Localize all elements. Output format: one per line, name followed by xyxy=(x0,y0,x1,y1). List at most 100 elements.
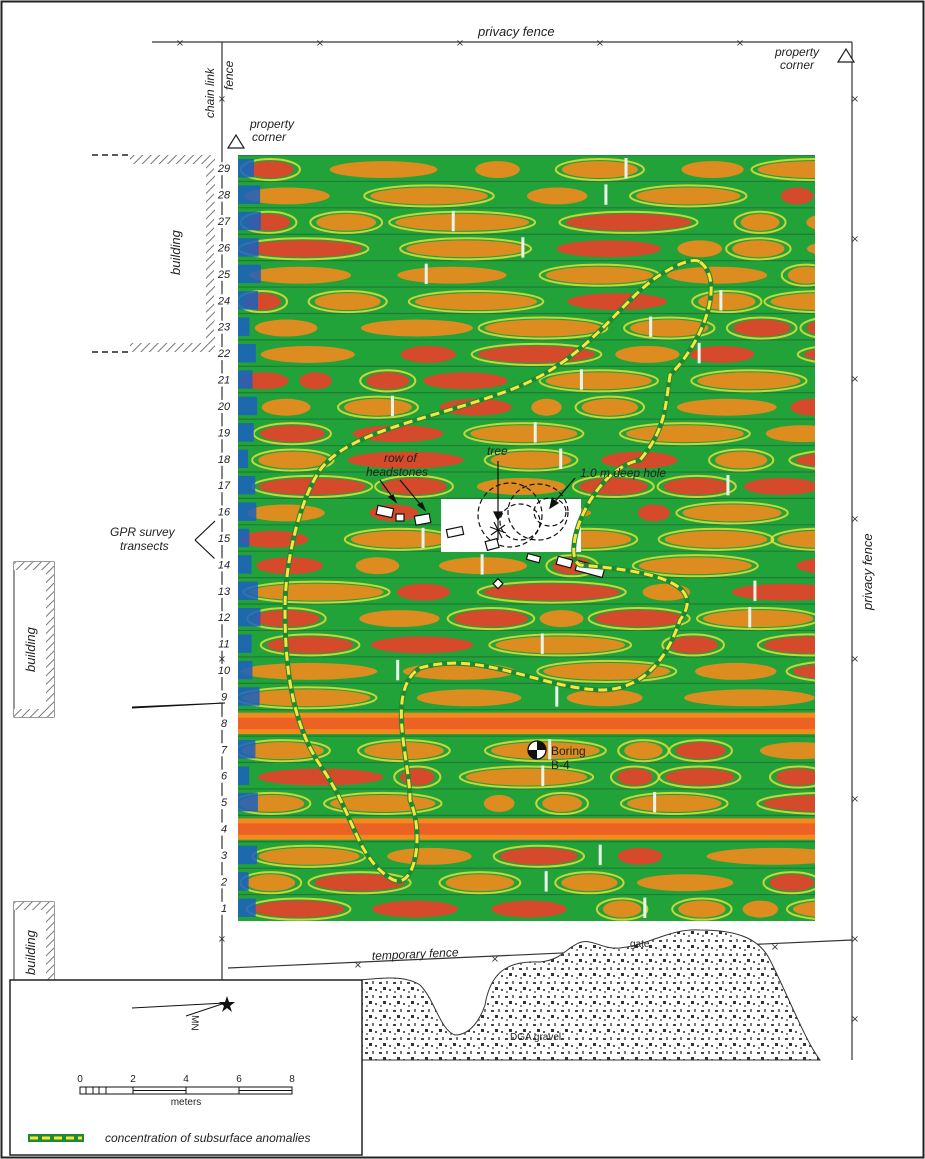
transect-number-14: 14 xyxy=(218,559,230,571)
property-corner-right-icon xyxy=(836,47,856,63)
boring-marker-icon xyxy=(527,740,547,760)
annotation-arrows xyxy=(194,461,576,560)
transect-number-8: 8 xyxy=(221,718,228,730)
gpr-transect-row xyxy=(238,761,815,789)
legend-north-label: MN xyxy=(188,1015,200,1031)
svg-text:×: × xyxy=(851,1014,859,1025)
gpr-transect-row xyxy=(238,814,815,840)
building-middle xyxy=(13,561,55,718)
transect-number-18: 18 xyxy=(218,454,231,466)
svg-text:×: × xyxy=(596,38,604,49)
gpr-transect-row xyxy=(238,392,815,419)
north-star-icon xyxy=(219,996,235,1012)
svg-text:×: × xyxy=(218,94,226,105)
svg-text:×: × xyxy=(851,934,859,945)
gpr-transect-row xyxy=(238,312,815,340)
tree-icon xyxy=(489,520,507,540)
gpr-transect-row xyxy=(238,180,815,208)
gpr-survey-label-2: transects xyxy=(120,539,169,553)
svg-text:×: × xyxy=(851,234,859,245)
temporary-fence-label: temporary fence xyxy=(372,945,460,963)
transect-number-23: 23 xyxy=(217,322,231,334)
building-top-label: building xyxy=(168,229,183,275)
gpr-transect-row xyxy=(238,260,815,287)
building-middle-label: building xyxy=(23,626,38,672)
transect-number-2: 2 xyxy=(220,876,227,888)
svg-text:×: × xyxy=(851,794,859,805)
transect-number-24: 24 xyxy=(217,295,230,307)
scale-tick-2: 2 xyxy=(130,1074,136,1085)
svg-text:×: × xyxy=(851,514,859,525)
svg-text:×: × xyxy=(851,374,859,385)
north-arrow-icon xyxy=(131,702,226,709)
transect-number-3: 3 xyxy=(221,850,228,862)
svg-text:×: × xyxy=(851,94,859,105)
tree-label: tree xyxy=(487,444,508,458)
gate-label: gate xyxy=(630,939,650,950)
transect-number-6: 6 xyxy=(221,771,228,783)
property-corner-left-label-2: corner xyxy=(252,130,287,144)
chain-link-label: chain link xyxy=(203,67,217,118)
transect-number-11: 11 xyxy=(218,639,229,651)
transect-number-27: 27 xyxy=(217,216,231,228)
transect-number-4: 4 xyxy=(221,824,227,836)
scale-bar xyxy=(79,1086,293,1095)
gpr-transect-row xyxy=(238,339,815,366)
scale-tick-0: 0 xyxy=(77,1074,83,1085)
gpr-transect-row xyxy=(238,735,815,763)
transect-number-12: 12 xyxy=(218,612,230,624)
gpr-transect-row xyxy=(238,524,815,551)
anomaly-legend-label: concentration of subsurface anomalies xyxy=(105,1131,310,1145)
transect-number-7: 7 xyxy=(221,744,228,756)
gpr-transect-row xyxy=(238,155,815,182)
transect-number-21: 21 xyxy=(217,375,230,387)
svg-text:×: × xyxy=(218,654,226,665)
row-of-headstones-label-2: headstones xyxy=(366,465,428,479)
gpr-transect-row xyxy=(238,893,815,921)
svg-text:×: × xyxy=(851,654,859,665)
transect-number-10: 10 xyxy=(218,665,231,677)
blank-area xyxy=(441,499,581,552)
transect-number-22: 22 xyxy=(217,348,230,360)
svg-text:×: × xyxy=(491,954,499,965)
chain-link-fence-label: fence xyxy=(222,60,236,90)
transect-number-25: 25 xyxy=(217,269,231,281)
property-corner-right-label-1: property xyxy=(774,45,820,59)
transect-number-28: 28 xyxy=(217,190,231,202)
svg-text:×: × xyxy=(456,38,464,49)
svg-text:×: × xyxy=(736,38,744,49)
gpr-transect-row xyxy=(238,682,815,710)
boring-label-1: Boring xyxy=(551,744,586,758)
dga-gravel-area xyxy=(359,929,821,1061)
transect-number-15: 15 xyxy=(218,533,231,545)
transect-number-19: 19 xyxy=(218,427,230,439)
scale-unit-label: meters xyxy=(171,1097,202,1108)
transect-number-13: 13 xyxy=(218,586,231,598)
transect-number-26: 26 xyxy=(217,242,231,254)
boring-label-2: B-4 xyxy=(551,758,570,772)
svg-text:×: × xyxy=(354,960,362,971)
gpr-survey-label-1: GPR survey xyxy=(110,525,176,539)
transect-number-1: 1 xyxy=(221,903,227,915)
transect-numbers: 1234567891011121314151617181920212223242… xyxy=(214,162,234,915)
gpr-transect-row xyxy=(238,471,815,499)
svg-text:×: × xyxy=(771,942,779,953)
row-of-headstones-label-1: row of xyxy=(384,451,418,465)
gpr-transect-row xyxy=(238,577,815,604)
transect-number-5: 5 xyxy=(221,797,228,809)
map-labels: privacy fence privacy fence chain link f… xyxy=(23,24,875,1145)
dga-gravel-label: DGA gravel xyxy=(510,1032,561,1043)
building-bottom xyxy=(13,901,55,981)
scale-tick-8: 8 xyxy=(289,1074,295,1085)
gpr-transect-row xyxy=(238,788,815,816)
legend-box xyxy=(9,702,363,1156)
scale-tick-4: 4 xyxy=(183,1074,189,1085)
deep-hole-label: 1.0 m deep hole xyxy=(580,466,666,480)
building-top xyxy=(92,154,215,353)
transect-number-9: 9 xyxy=(221,691,227,703)
transect-number-16: 16 xyxy=(218,507,231,519)
gpr-transect-row xyxy=(238,365,815,393)
svg-text:×: × xyxy=(176,38,184,49)
gpr-transect-row xyxy=(238,207,815,234)
